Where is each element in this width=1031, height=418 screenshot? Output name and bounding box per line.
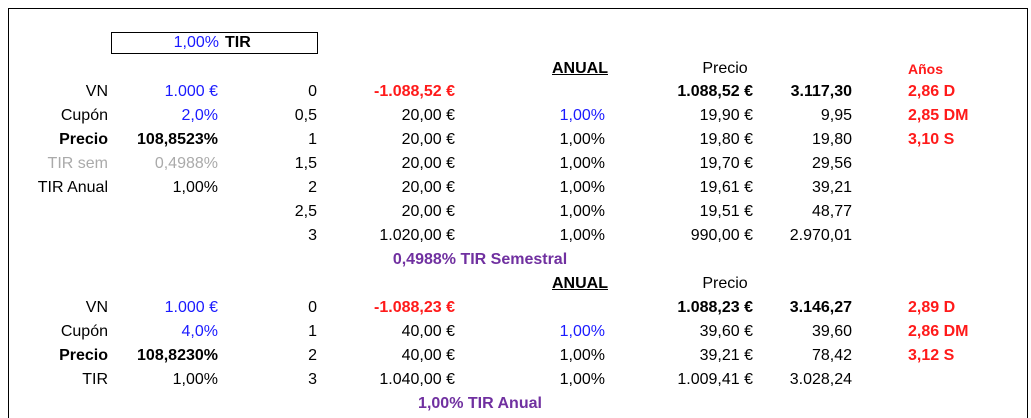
cashflow-cell[interactable]: 40,00 €	[401, 323, 455, 340]
pv-total-1[interactable]: 1.088,52 €	[677, 83, 753, 100]
period-cell[interactable]: 2,5	[294, 203, 317, 220]
label-tir-2: TIR	[82, 371, 108, 388]
label-vn-1: VN	[85, 83, 108, 100]
cashflow-cell[interactable]: 20,00 €	[401, 107, 455, 124]
pv-cell[interactable]: 19,51 €	[699, 203, 753, 220]
period-cell[interactable]: 1	[308, 323, 317, 340]
value-tir-sem[interactable]: 0,4988%	[154, 155, 218, 172]
rate-cell[interactable]: 1,00%	[559, 203, 605, 220]
cashflow-cell[interactable]: 20,00 €	[401, 155, 455, 172]
value-tir-anual[interactable]: 1,00%	[172, 179, 218, 196]
value-vn-2[interactable]: 1.000 €	[164, 299, 218, 316]
cashflow-initial-2[interactable]: -1.088,23 €	[374, 299, 455, 316]
pv-cell[interactable]: 19,70 €	[699, 155, 753, 172]
duration-d-1[interactable]: 2,86 D	[908, 83, 956, 100]
pv-cell[interactable]: 990,00 €	[690, 227, 753, 244]
cashflow-cell[interactable]: 20,00 €	[401, 179, 455, 196]
cashflow-cell[interactable]: 1.020,00 €	[379, 227, 455, 244]
tir-input-box[interactable]	[111, 32, 318, 54]
weighted-cell[interactable]: 2.970,01	[789, 227, 852, 244]
value-cupon-2[interactable]: 4,0%	[181, 323, 218, 340]
tir-box-value[interactable]: 1,00%	[173, 34, 219, 51]
anual-header-2: ANUAL	[552, 275, 608, 292]
weighted-total-2[interactable]: 3.146,27	[789, 299, 852, 316]
period-cell[interactable]: 2	[308, 179, 317, 196]
cashflow-cell[interactable]: 1.040,00 €	[379, 371, 455, 388]
label-cupon-1: Cupón	[60, 107, 108, 124]
pv-cell[interactable]: 39,60 €	[699, 323, 753, 340]
duration-s-2[interactable]: 3,12 S	[908, 347, 955, 364]
period-cell[interactable]: 3	[308, 371, 317, 388]
rate-cell[interactable]: 1,00%	[559, 155, 605, 172]
rate-cell[interactable]: 1,00%	[559, 347, 605, 364]
period-cell[interactable]: 0	[308, 83, 317, 100]
rate-cell[interactable]: 1,00%	[559, 323, 605, 340]
pv-cell[interactable]: 19,90 €	[699, 107, 753, 124]
tir-anual-footer: 1,00% TIR Anual	[418, 395, 542, 412]
label-tir-sem: TIR sem	[47, 155, 108, 172]
weighted-cell[interactable]: 78,42	[811, 347, 852, 364]
cashflow-cell[interactable]: 20,00 €	[401, 131, 455, 148]
duration-d-2[interactable]: 2,89 D	[908, 299, 956, 316]
weighted-cell[interactable]: 48,77	[811, 203, 852, 220]
period-cell[interactable]: 0,5	[294, 107, 317, 124]
tir-semestral-footer: 0,4988% TIR Semestral	[392, 251, 568, 268]
rate-cell[interactable]: 1,00%	[559, 107, 605, 124]
precio-header-1: Precio	[702, 60, 748, 77]
duration-s-1[interactable]: 3,10 S	[908, 131, 955, 148]
period-cell[interactable]: 1,5	[294, 155, 317, 172]
weighted-cell[interactable]: 39,60	[811, 323, 852, 340]
weighted-cell[interactable]: 19,80	[811, 131, 852, 148]
pv-cell[interactable]: 19,80 €	[699, 131, 753, 148]
precio-header-2: Precio	[702, 275, 748, 292]
value-tir-2[interactable]: 1,00%	[172, 371, 218, 388]
period-cell[interactable]: 0	[308, 299, 317, 316]
weighted-cell[interactable]: 29,56	[811, 155, 852, 172]
value-precio-2[interactable]: 108,8230%	[137, 347, 218, 364]
duration-dm-2[interactable]: 2,86 DM	[908, 323, 969, 340]
pv-cell[interactable]: 19,61 €	[699, 179, 753, 196]
period-cell[interactable]: 1	[308, 131, 317, 148]
label-vn-2: VN	[85, 299, 108, 316]
label-tir-anual: TIR Anual	[37, 179, 108, 196]
anual-header-1: ANUAL	[552, 60, 608, 77]
pv-cell[interactable]: 39,21 €	[699, 347, 753, 364]
rate-cell[interactable]: 1,00%	[559, 371, 605, 388]
duration-dm-1[interactable]: 2,85 DM	[908, 107, 969, 124]
cashflow-cell[interactable]: 40,00 €	[401, 347, 455, 364]
label-precio-2: Precio	[59, 347, 108, 364]
rate-cell[interactable]: 1,00%	[559, 179, 605, 196]
weighted-cell[interactable]: 9,95	[820, 107, 852, 124]
pv-cell[interactable]: 1.009,41 €	[677, 371, 753, 388]
period-cell[interactable]: 3	[308, 227, 317, 244]
value-vn-1[interactable]: 1.000 €	[164, 83, 218, 100]
period-cell[interactable]: 2	[308, 347, 317, 364]
weighted-cell[interactable]: 3.028,24	[789, 371, 852, 388]
label-precio-1: Precio	[59, 131, 108, 148]
value-precio-1[interactable]: 108,8523%	[137, 131, 218, 148]
pv-total-2[interactable]: 1.088,23 €	[677, 299, 753, 316]
weighted-total-1[interactable]: 3.117,30	[790, 83, 852, 100]
spreadsheet-frame	[8, 8, 1028, 418]
rate-cell[interactable]: 1,00%	[559, 131, 605, 148]
value-cupon-1[interactable]: 2,0%	[181, 107, 218, 124]
weighted-cell[interactable]: 39,21	[811, 179, 852, 196]
label-cupon-2: Cupón	[60, 323, 108, 340]
tir-box-label: TIR	[225, 34, 251, 51]
cashflow-initial-1[interactable]: -1.088,52 €	[374, 83, 455, 100]
anos-header: Años	[908, 61, 943, 77]
cashflow-cell[interactable]: 20,00 €	[401, 203, 455, 220]
rate-cell[interactable]: 1,00%	[559, 227, 605, 244]
